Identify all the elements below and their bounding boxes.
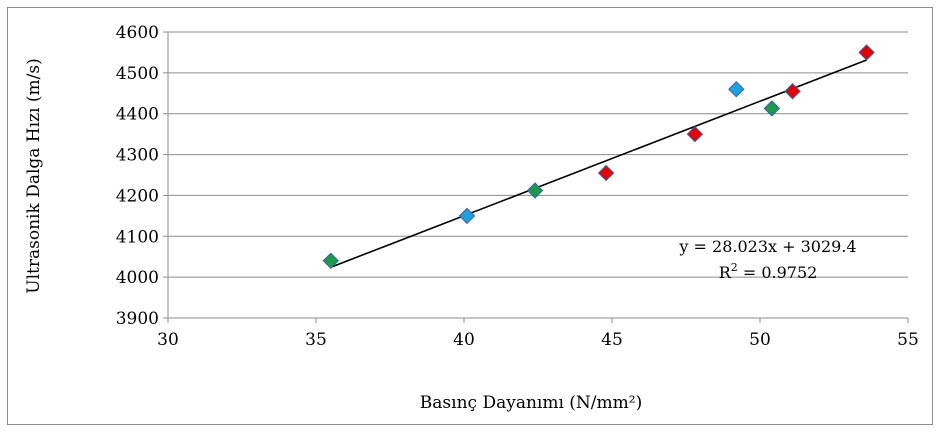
r-squared-value: = 0.9752: [738, 263, 818, 282]
data-point-marker: [728, 80, 745, 98]
data-points: [322, 44, 875, 270]
data-point-marker: [597, 164, 615, 182]
trendline-equation: y = 28.023x + 3029.4: [678, 237, 856, 256]
y-tick-label: 4000: [116, 268, 159, 288]
x-tick-label: 30: [157, 330, 179, 350]
data-point-marker: [784, 83, 801, 100]
x-axis-ticks: 30 35 40 45 50 55: [157, 318, 919, 350]
data-point-marker: [458, 207, 476, 225]
y-axis-title: Ultrasonik Dalga Hızı (m/s): [24, 58, 44, 293]
x-tick-label: 45: [601, 330, 623, 350]
y-tick-label: 4500: [116, 64, 159, 84]
data-point-marker: [322, 252, 340, 270]
gridlines: [168, 31, 908, 278]
y-tick-label: 4600: [116, 23, 159, 43]
y-tick-label: 4100: [116, 227, 159, 247]
r-squared-label: R2 = 0.9752: [719, 261, 818, 282]
trendline: [330, 59, 867, 268]
r-squared-symbol: R: [719, 263, 732, 282]
y-tick-label: 3900: [116, 309, 159, 329]
x-tick-label: 40: [453, 330, 475, 350]
x-tick-label: 55: [897, 330, 919, 350]
y-tick-label: 4400: [116, 105, 159, 125]
x-axis-title: Basınç Dayanımı (N/mm²): [420, 393, 642, 413]
x-tick-label: 50: [749, 330, 771, 350]
x-tick-label: 35: [305, 330, 327, 350]
r-squared-superscript: 2: [731, 261, 738, 274]
y-tick-label: 4300: [116, 146, 159, 166]
data-point-marker: [526, 182, 544, 199]
data-point-marker: [858, 44, 875, 61]
y-tick-label: 4200: [116, 186, 159, 206]
data-point-marker: [763, 100, 781, 117]
y-axis-ticks: 3900 4000 4100 4200 4300 4400 4500 4600: [116, 23, 168, 329]
data-point-marker: [686, 125, 704, 143]
